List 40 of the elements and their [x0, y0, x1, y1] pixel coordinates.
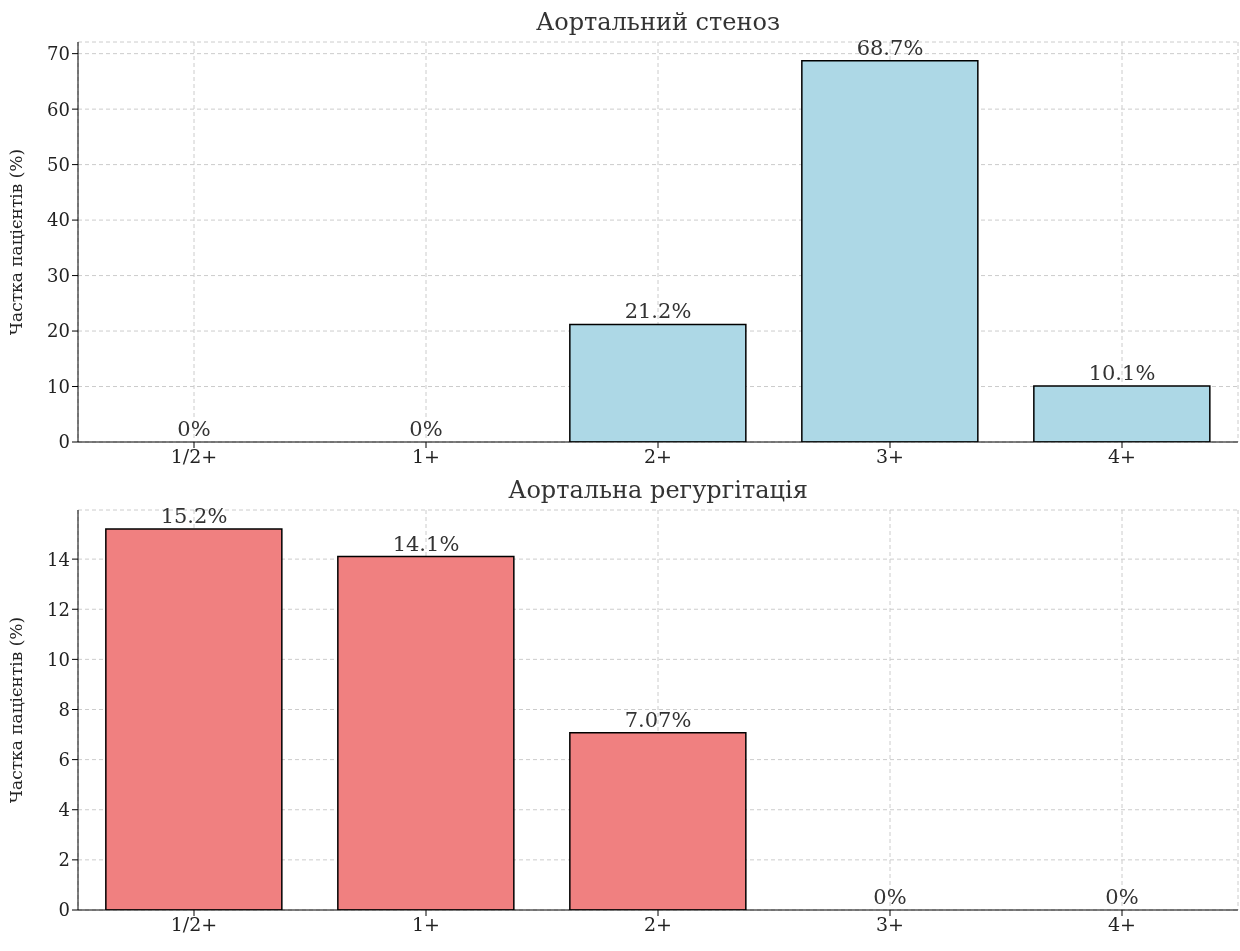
y-tick-label: 0: [58, 899, 70, 921]
x-tick-label: 4+: [1107, 913, 1137, 936]
y-tick-label: 70: [47, 43, 70, 65]
x-tick-label: 1+: [411, 913, 441, 936]
chart-title: Аортальна регургітація: [507, 476, 809, 504]
data-label: 0%: [177, 417, 211, 441]
y-tick-label: 60: [47, 98, 70, 120]
x-tick-label: 2+: [643, 913, 673, 936]
y-tick-label: 30: [47, 264, 70, 286]
y-tick-label: 40: [47, 209, 70, 231]
chart-title: Аортальний стеноз: [535, 8, 781, 36]
y-tick-label: 4: [58, 799, 70, 821]
x-tick-label: 3+: [875, 445, 905, 468]
data-label: 0%: [409, 417, 443, 441]
x-tick-label: 1+: [411, 445, 441, 468]
y-tick-label: 6: [58, 749, 70, 771]
data-label: 15.2%: [160, 504, 228, 529]
x-tick-label: 1/2+: [170, 913, 218, 936]
y-tick-label: 12: [47, 598, 70, 620]
data-label: 0%: [1105, 885, 1139, 909]
x-tick-label: 2+: [643, 445, 673, 468]
y-tick-label: 2: [58, 849, 70, 871]
data-label: 0%: [873, 885, 907, 909]
y-tick-label: 8: [58, 698, 70, 720]
data-label: 68.7%: [856, 35, 924, 60]
x-tick-label: 3+: [875, 913, 905, 936]
y-tick-label: 10: [47, 648, 70, 670]
x-tick-label: 1/2+: [170, 445, 218, 468]
y-tick-label: 14: [47, 548, 70, 570]
x-tick-label: 4+: [1107, 445, 1137, 468]
y-tick-label: 50: [47, 154, 70, 175]
y-tick-label: 20: [47, 320, 70, 342]
y-tick-label: 10: [47, 375, 70, 397]
y-tick-label: 0: [58, 431, 70, 453]
data-label: 14.1%: [392, 531, 460, 556]
y-axis-title: Частка пацієнтів (%): [6, 148, 27, 336]
data-label: 21.2%: [624, 299, 692, 324]
data-label: 7.07%: [624, 707, 692, 732]
y-axis-title: Частка пацієнтів (%): [6, 616, 27, 804]
data-label: 10.1%: [1088, 360, 1156, 385]
